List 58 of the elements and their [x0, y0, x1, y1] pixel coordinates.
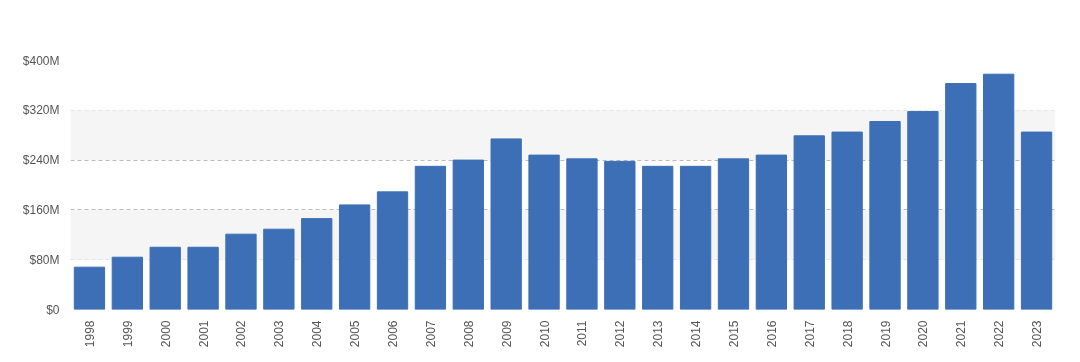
bar — [604, 160, 636, 310]
bar — [869, 121, 901, 310]
x-tick-label: 1998 — [82, 320, 97, 348]
x-tick-label: 1999 — [120, 320, 135, 348]
x-tick-label: 2013 — [651, 320, 666, 348]
y-tick-label: $400M — [22, 53, 60, 68]
bar — [414, 165, 447, 310]
y-tick-label: $0 — [46, 302, 60, 317]
bar — [225, 233, 257, 310]
x-tick-label: 2020 — [916, 320, 931, 348]
x-tick-label: 2016 — [764, 320, 779, 348]
bar — [717, 158, 750, 310]
x-tick-label: 2017 — [802, 320, 817, 348]
x-tick-label: 2019 — [878, 320, 893, 348]
bar — [945, 83, 977, 310]
y-tick-label: $160M — [22, 202, 60, 217]
x-tick-label: 2014 — [689, 320, 704, 348]
x-tick-label: 2000 — [158, 320, 173, 348]
y-tick-label: $80M — [29, 252, 60, 267]
x-tick-label: 2022 — [992, 320, 1007, 348]
bar — [566, 158, 598, 310]
x-tick-label: 2009 — [499, 320, 514, 348]
bar — [376, 191, 409, 310]
bar — [490, 138, 522, 310]
bar — [528, 154, 560, 310]
y-tick-label: $240M — [22, 153, 60, 168]
x-tick-label: 2005 — [348, 320, 363, 348]
x-tick-label: 2007 — [423, 320, 438, 348]
bar — [338, 204, 371, 310]
x-tick-label: 2023 — [1030, 320, 1045, 348]
x-tick-label: 2010 — [537, 320, 552, 348]
x-tick-label: 2021 — [954, 320, 969, 348]
bar — [642, 165, 674, 310]
bar — [452, 159, 484, 310]
bar — [187, 246, 219, 310]
bar — [111, 256, 143, 310]
y-tick-label: $320M — [22, 103, 60, 118]
x-tick-label: 2004 — [310, 320, 325, 348]
bar — [907, 111, 939, 310]
bar — [831, 131, 863, 310]
bar — [1020, 131, 1053, 310]
bar — [73, 266, 106, 310]
bar — [301, 218, 333, 310]
x-tick-label: 2008 — [461, 320, 476, 348]
x-tick-label: 2001 — [196, 320, 211, 348]
x-tick-label: 2006 — [386, 320, 401, 348]
x-tick-label: 2002 — [234, 320, 249, 348]
x-tick-label: 2015 — [726, 320, 741, 348]
bar — [263, 228, 295, 310]
x-tick-label: 2011 — [575, 320, 590, 347]
bar — [755, 154, 788, 310]
bar — [793, 135, 825, 310]
x-tick-label: 2003 — [272, 320, 287, 348]
x-tick-label: 2012 — [613, 320, 628, 348]
x-tick-label: 2018 — [840, 320, 855, 348]
bar — [679, 165, 712, 310]
bar — [983, 73, 1015, 310]
bar — [149, 246, 181, 310]
